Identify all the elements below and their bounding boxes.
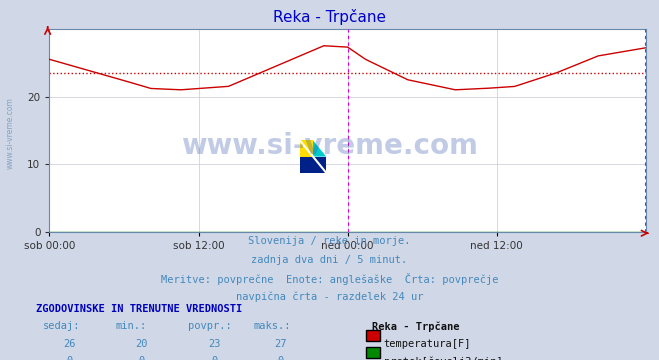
Text: www.si-vreme.com: www.si-vreme.com xyxy=(5,97,14,169)
Text: Meritve: povprečne  Enote: anglešaške  Črta: povprečje: Meritve: povprečne Enote: anglešaške Črt… xyxy=(161,273,498,285)
Text: 26: 26 xyxy=(63,339,75,349)
Text: Slovenija / reke in morje.: Slovenija / reke in morje. xyxy=(248,236,411,246)
Text: Reka - Trpčane: Reka - Trpčane xyxy=(372,321,460,332)
Polygon shape xyxy=(313,140,326,157)
Text: 27: 27 xyxy=(274,339,286,349)
Text: maks.:: maks.: xyxy=(254,321,291,332)
Text: ZGODOVINSKE IN TRENUTNE VREDNOSTI: ZGODOVINSKE IN TRENUTNE VREDNOSTI xyxy=(36,304,243,314)
Text: 20: 20 xyxy=(136,339,148,349)
Text: temperatura[F]: temperatura[F] xyxy=(384,339,471,349)
Text: 0: 0 xyxy=(277,356,283,360)
Text: pretok[čevelj3/min]: pretok[čevelj3/min] xyxy=(384,356,502,360)
Polygon shape xyxy=(300,157,326,173)
Text: sedaj:: sedaj: xyxy=(43,321,80,332)
Text: www.si-vreme.com: www.si-vreme.com xyxy=(181,132,478,160)
Text: povpr.:: povpr.: xyxy=(188,321,231,332)
Text: min.:: min.: xyxy=(115,321,146,332)
Text: Reka - Trpčane: Reka - Trpčane xyxy=(273,9,386,25)
Text: 0: 0 xyxy=(138,356,145,360)
Text: navpična črta - razdelek 24 ur: navpična črta - razdelek 24 ur xyxy=(236,292,423,302)
Text: 0: 0 xyxy=(211,356,217,360)
Text: zadnja dva dni / 5 minut.: zadnja dva dni / 5 minut. xyxy=(251,255,408,265)
Text: 23: 23 xyxy=(208,339,220,349)
Polygon shape xyxy=(300,140,313,157)
Text: 0: 0 xyxy=(66,356,72,360)
